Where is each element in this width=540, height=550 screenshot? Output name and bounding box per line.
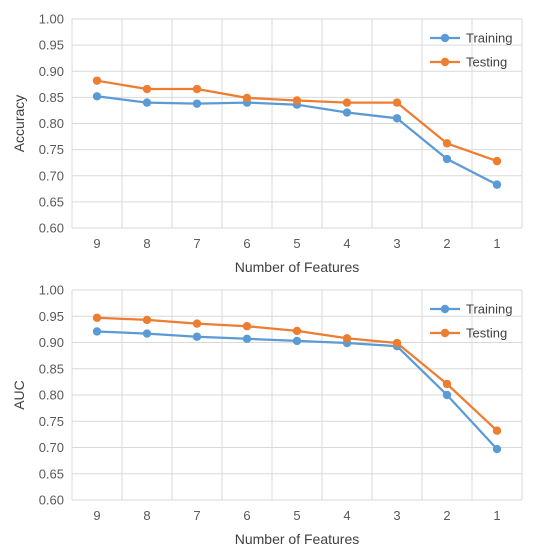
y-tick-label: 0.75 — [39, 142, 64, 157]
data-point-training — [242, 334, 252, 344]
data-point-testing — [192, 319, 202, 328]
x-tick-label: 9 — [93, 236, 100, 251]
data-point-testing — [342, 334, 352, 343]
y-tick-label: 0.70 — [39, 440, 64, 455]
y-tick-label: 0.95 — [39, 309, 64, 324]
data-point-training — [342, 108, 352, 117]
data-point-testing — [192, 84, 202, 94]
y-tick-label: 0.80 — [39, 388, 64, 403]
x-tick-label: 6 — [243, 508, 250, 523]
series-line-testing — [96, 79, 498, 163]
data-point-training — [92, 327, 102, 336]
data-point-testing — [242, 322, 252, 331]
x-tick-label: 5 — [293, 236, 300, 251]
y-tick-label: 0.60 — [39, 493, 64, 508]
legend-label-testing: Testing — [466, 55, 507, 70]
data-point-training — [392, 114, 402, 123]
x-tick-label: 8 — [143, 508, 150, 523]
x-axis-title: Number of Features — [235, 531, 360, 547]
auc-chart: 0.60 0.65 0.70 0.75 0.80 0.85 0.90 0.95 1.00 9 8 7 6… — [11, 283, 523, 547]
data-point-testing — [342, 98, 352, 107]
x-tick-label: 8 — [143, 236, 150, 251]
data-point-testing — [242, 93, 252, 103]
x-tick-label: 2 — [443, 508, 450, 523]
x-tick-label: 7 — [193, 236, 200, 251]
data-point-testing — [292, 96, 302, 105]
data-point-testing — [442, 139, 452, 148]
legend-marker-training — [440, 33, 450, 43]
y-axis-title: AUC — [11, 380, 27, 410]
data-point-training — [442, 154, 452, 164]
data-point-testing — [92, 76, 102, 85]
y-tick-label: 0.95 — [39, 38, 64, 53]
data-point-testing — [292, 326, 302, 336]
legend-marker-testing — [440, 328, 450, 338]
data-point-testing — [392, 98, 402, 107]
x-tick-label: 5 — [293, 508, 300, 523]
legend-label-training: Training — [466, 31, 512, 46]
data-point-testing — [142, 84, 152, 94]
x-axis-title: Number of Features — [235, 259, 360, 275]
data-point-testing — [92, 313, 102, 323]
accuracy-chart: 0.60 0.65 0.70 0.75 0.80 0.85 0.90 0.95 1.00 9 8 7 6… — [11, 12, 523, 275]
x-tick-label: 1 — [493, 508, 500, 523]
data-point-testing — [392, 338, 402, 348]
x-tick-label: 4 — [343, 508, 350, 523]
data-point-training — [192, 99, 202, 108]
series-line-training — [96, 330, 498, 450]
data-point-training — [192, 332, 202, 341]
data-point-training — [442, 390, 452, 400]
legend-marker-training — [440, 304, 450, 314]
data-point-training — [142, 329, 152, 338]
x-tick-label: 3 — [393, 508, 400, 523]
y-tick-label: 0.90 — [39, 335, 64, 350]
data-point-testing — [142, 315, 152, 325]
data-point-testing — [442, 379, 452, 389]
data-point-training — [142, 98, 152, 107]
data-point-training — [492, 180, 502, 189]
data-point-testing — [492, 156, 502, 166]
x-tick-label: 3 — [393, 236, 400, 251]
y-tick-label: 0.85 — [39, 90, 64, 105]
x-tick-label: 1 — [493, 236, 500, 251]
y-tick-label: 0.70 — [39, 168, 64, 183]
x-tick-label: 6 — [243, 236, 250, 251]
legend-label-testing: Testing — [466, 326, 507, 341]
y-tick-label: 0.80 — [39, 116, 64, 131]
data-point-testing — [492, 426, 502, 435]
legend-marker-testing — [440, 57, 450, 67]
data-point-training — [492, 444, 502, 454]
y-tick-label: 1.00 — [39, 283, 64, 298]
y-tick-label: 0.60 — [39, 221, 64, 236]
y-tick-label: 0.75 — [39, 414, 64, 429]
data-point-training — [92, 92, 102, 101]
y-tick-label: 1.00 — [39, 12, 64, 27]
y-tick-label: 0.85 — [39, 361, 64, 376]
y-tick-label: 0.65 — [39, 466, 64, 481]
x-tick-label: 2 — [443, 236, 450, 251]
y-axis-title: Accuracy — [11, 95, 27, 153]
x-tick-label: 4 — [343, 236, 350, 251]
data-point-training — [292, 336, 302, 346]
y-tick-label: 0.90 — [39, 64, 64, 79]
legend-label-training: Training — [466, 302, 512, 317]
series-line-training — [96, 95, 498, 186]
y-tick-label: 0.65 — [39, 194, 64, 209]
x-tick-label: 9 — [93, 508, 100, 523]
x-tick-label: 7 — [193, 508, 200, 523]
